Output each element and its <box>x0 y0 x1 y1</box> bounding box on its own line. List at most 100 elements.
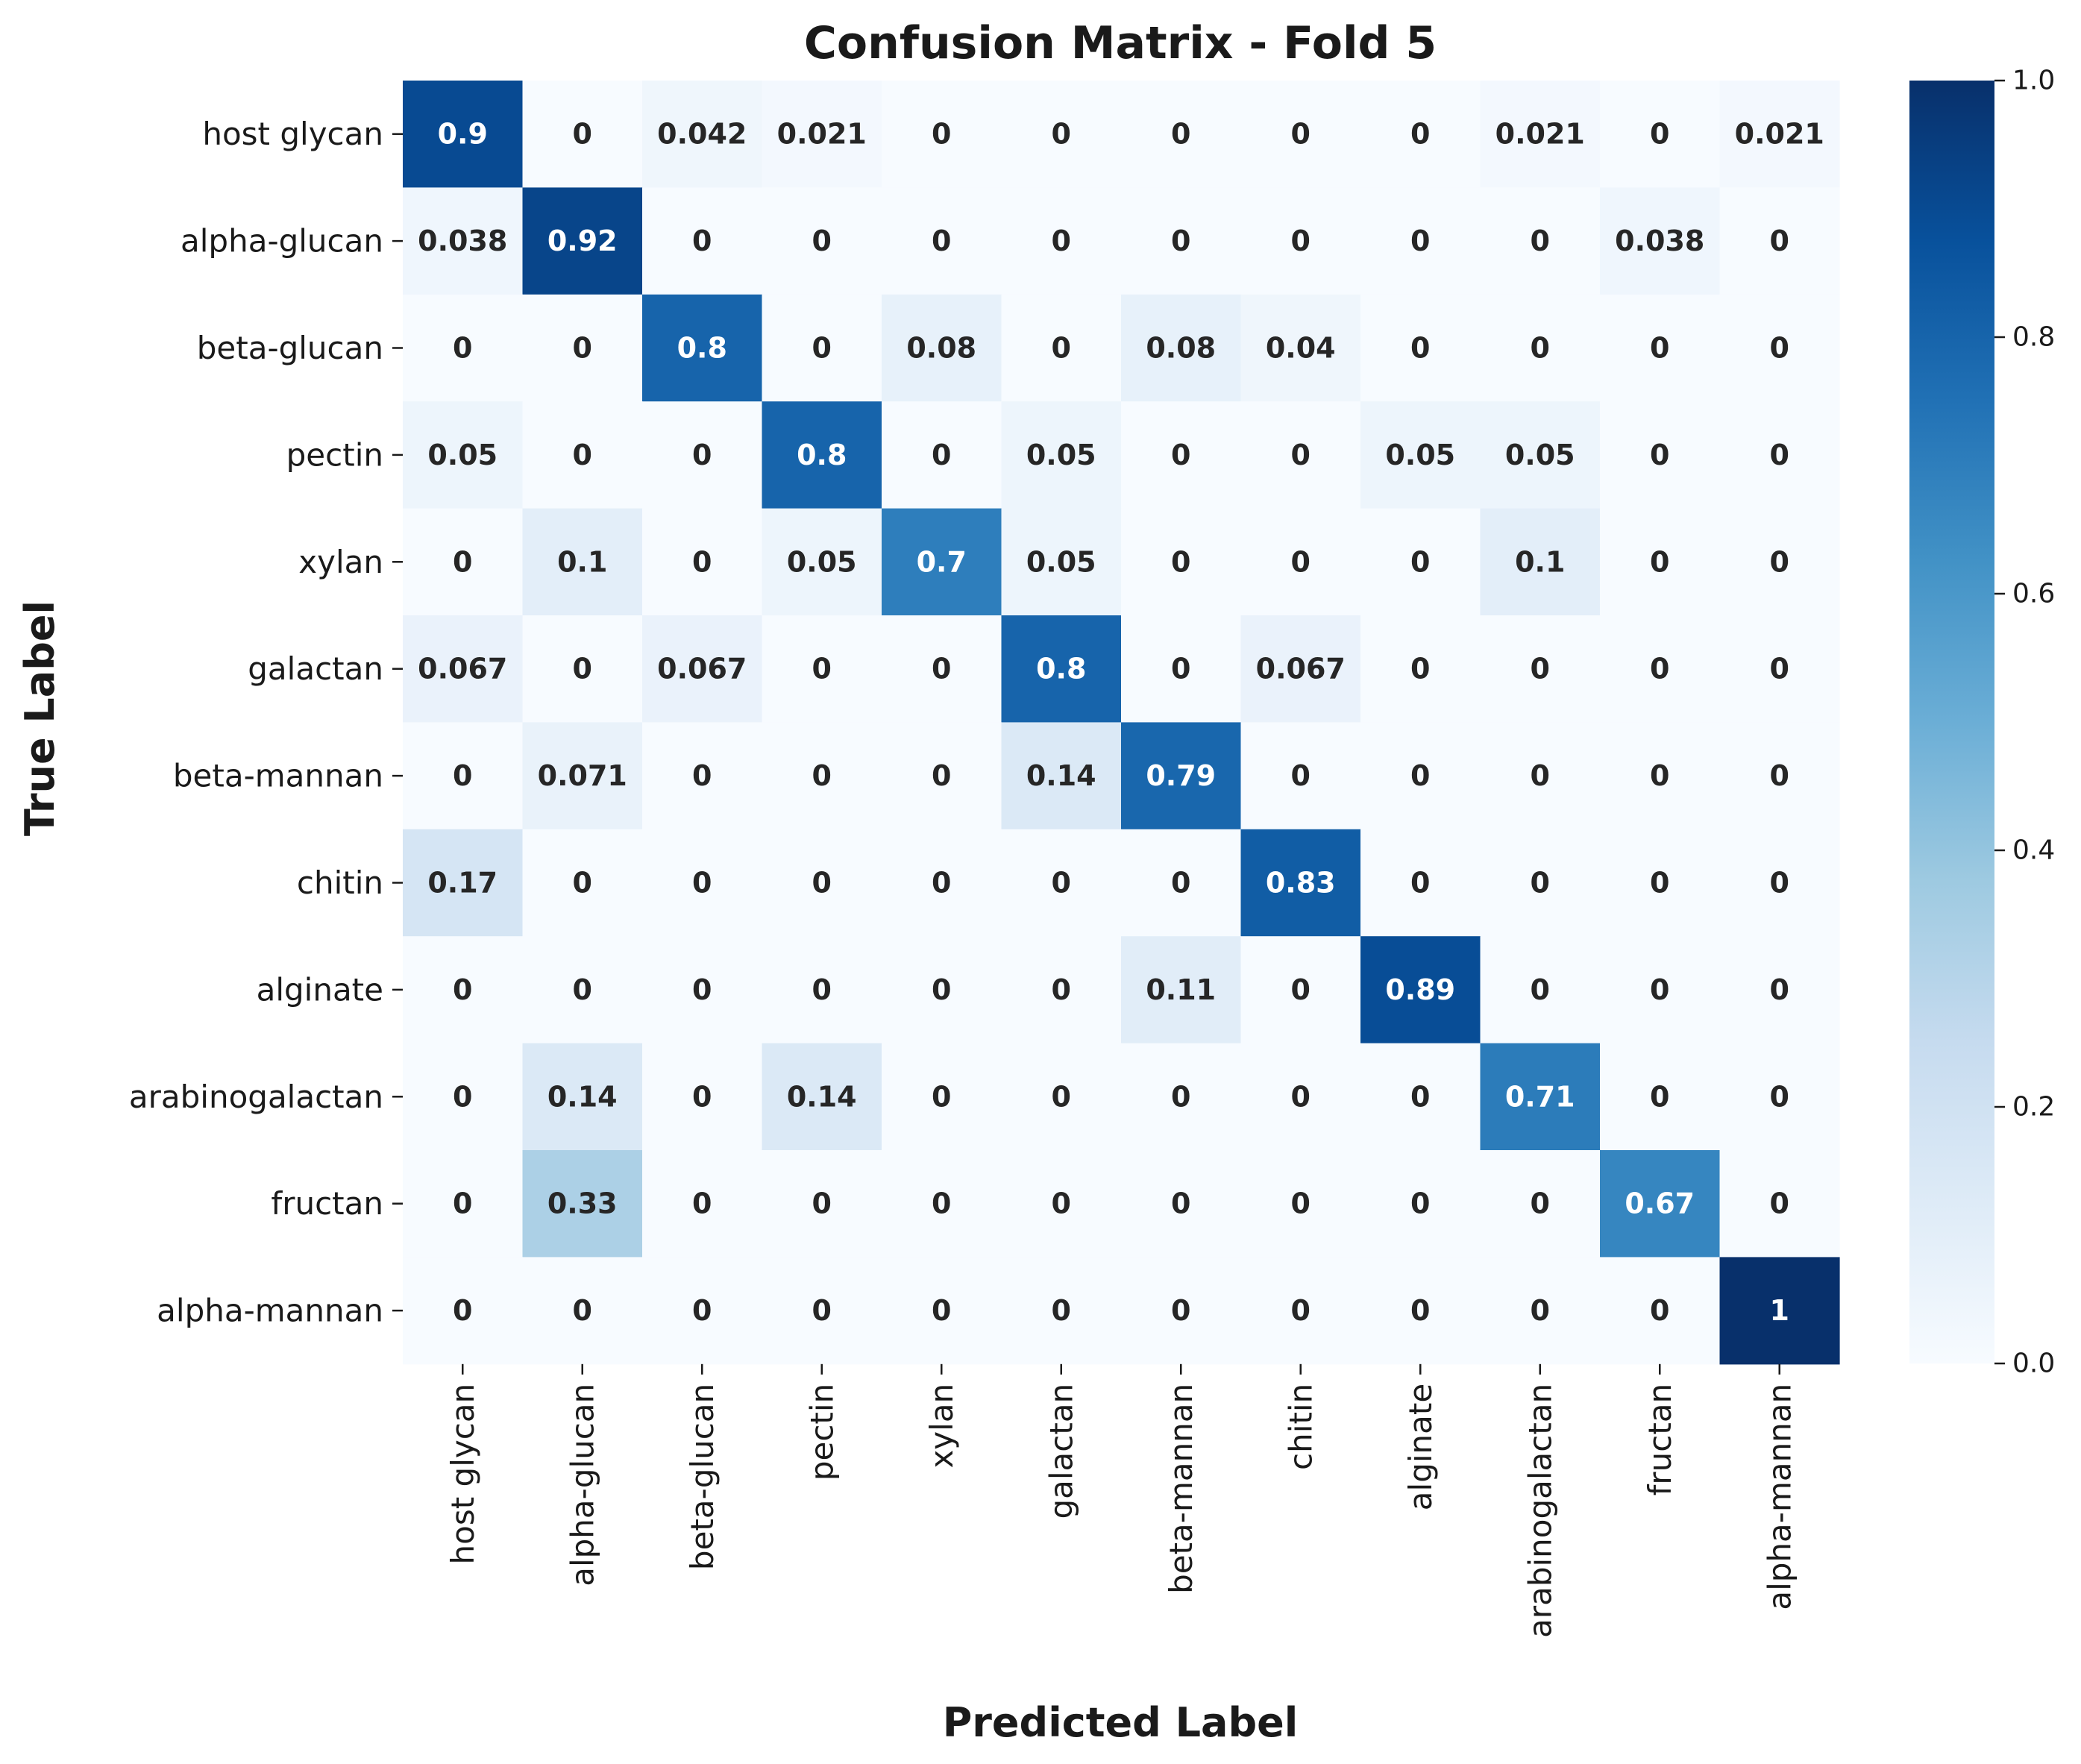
cell-value-label: 0 <box>1171 653 1190 685</box>
heatmap-cell <box>1001 936 1122 1044</box>
x-axis-ticks: host glycan alpha-glucan beta-glucan pectin… <box>445 1363 1798 1638</box>
y-tick-label: alpha-glucan <box>181 223 383 260</box>
cell-value-label: 0 <box>453 332 472 365</box>
heatmap-cell <box>1480 508 1601 616</box>
x-tick-label: beta-mannan <box>1163 1384 1199 1594</box>
heatmap-cell <box>1240 1257 1361 1365</box>
cell-value-label: 0 <box>1052 1294 1071 1327</box>
cell-value-label: 0 <box>692 759 712 792</box>
heatmap-cell <box>1001 294 1122 402</box>
cell-value-label: 0 <box>1410 867 1430 900</box>
heatmap-cell <box>522 722 643 830</box>
cell-value-label: 0 <box>1650 867 1669 900</box>
cell-value-label: 0 <box>1291 225 1311 257</box>
heatmap-cell <box>882 81 1002 188</box>
y-tick-label: pectin <box>286 436 383 473</box>
heatmap-cell <box>522 81 643 188</box>
cell-value-label: 0 <box>932 973 951 1006</box>
y-tick-label: arabinogalactan <box>129 1079 383 1115</box>
heatmap-cell <box>522 615 643 723</box>
cell-value-label: 0 <box>1052 1187 1071 1220</box>
cell-value-label: 0 <box>1291 1080 1311 1113</box>
heatmap-cell <box>1360 829 1481 937</box>
cell-value-label: 0 <box>1770 332 1789 365</box>
cell-value-label: 0.17 <box>427 867 498 900</box>
heatmap-cell <box>403 508 524 616</box>
heatmap-cell <box>642 508 763 616</box>
cell-value-label: 0 <box>573 1294 592 1327</box>
heatmap-cell <box>1360 1043 1481 1151</box>
cell-value-label: 0 <box>1291 118 1311 151</box>
y-tick-label: chitin <box>297 864 383 901</box>
y-tick-label: beta-glucan <box>197 330 383 366</box>
cell-value-label: 0.067 <box>1256 653 1346 685</box>
heatmap-cell <box>882 936 1002 1044</box>
cell-value-label: 0 <box>1171 545 1190 578</box>
heatmap-cell <box>1480 1043 1601 1151</box>
cell-value-label: 0 <box>573 867 592 900</box>
heatmap-cell <box>642 401 763 509</box>
heatmap-cell <box>1719 294 1840 402</box>
heatmap-cell <box>1360 187 1481 295</box>
heatmap-cell <box>762 615 882 723</box>
heatmap-cell <box>403 936 524 1044</box>
x-tick-label: fructan <box>1642 1384 1678 1496</box>
heatmap-cell <box>1121 508 1242 616</box>
cell-value-label: 0 <box>812 973 832 1006</box>
cell-value-label: 0.038 <box>1615 225 1704 257</box>
cell-value-label: 0 <box>812 653 832 685</box>
heatmap-cell <box>1600 508 1721 616</box>
cell-value-label: 0 <box>453 973 472 1006</box>
cell-value-label: 0.14 <box>547 1080 618 1113</box>
heatmap-cell <box>762 294 882 402</box>
cell-value-label: 0 <box>812 225 832 257</box>
cell-value-label: 0.05 <box>1026 545 1096 578</box>
colorbar-tick-label: 0.4 <box>2012 835 2055 866</box>
cell-value-label: 0 <box>1770 653 1789 685</box>
heatmap-cell <box>1600 401 1721 509</box>
cell-value-label: 0.14 <box>1026 759 1096 792</box>
heatmap-cell <box>882 829 1002 937</box>
heatmap-cell <box>1480 722 1601 830</box>
heatmap-cell <box>403 1043 524 1151</box>
cell-value-label: 0 <box>573 118 592 151</box>
cell-value-label: 0.92 <box>547 225 618 257</box>
cell-value-label: 0 <box>692 1080 712 1113</box>
cell-value-label: 0 <box>1171 867 1190 900</box>
heatmap-cell <box>1600 1257 1721 1365</box>
cell-value-label: 0 <box>573 653 592 685</box>
cell-value-label: 0 <box>1650 1294 1669 1327</box>
x-tick-label: galactan <box>1043 1384 1079 1519</box>
heatmap-cell <box>1719 81 1840 188</box>
colorbar-ticks: 0.0 0.2 0.4 0.6 0.8 1.0 <box>1994 66 2055 1379</box>
heatmap-cell <box>403 294 524 402</box>
y-axis-label: True Label <box>16 600 63 836</box>
cell-value-label: 0 <box>932 867 951 900</box>
y-tick-label: alginate <box>257 971 383 1008</box>
heatmap-cell <box>642 936 763 1044</box>
heatmap-cell <box>1121 615 1242 723</box>
cell-value-label: 0 <box>1650 118 1669 151</box>
cell-value-label: 0 <box>1531 867 1550 900</box>
heatmap-cell <box>403 829 524 937</box>
heatmap-cell <box>1001 722 1122 830</box>
heatmap-cell <box>1600 829 1721 937</box>
cell-value-label: 0 <box>453 545 472 578</box>
cell-value-label: 0 <box>1531 759 1550 792</box>
cell-value-label: 0.042 <box>657 118 747 151</box>
cell-value-label: 0 <box>1410 332 1430 365</box>
heatmap-cell <box>882 508 1002 616</box>
heatmap-cell <box>1480 936 1601 1044</box>
cell-value-label: 0 <box>1410 545 1430 578</box>
y-tick-label: xylan <box>298 544 383 580</box>
cell-value-label: 0 <box>1171 225 1190 257</box>
cell-value-label: 0 <box>1531 1187 1550 1220</box>
heatmap-cell <box>1360 722 1481 830</box>
y-axis-ticks: host glycan alpha-glucan beta-glucan pectin… <box>129 116 403 1329</box>
cell-value-label: 0 <box>1650 653 1669 685</box>
heatmap-cell <box>882 1150 1002 1258</box>
colorbar: 0.0 0.2 0.4 0.6 0.8 1.0 <box>1909 66 2055 1379</box>
cell-value-label: 0 <box>932 118 951 151</box>
x-tick-label: alginate <box>1402 1384 1439 1510</box>
cell-value-label: 0 <box>1171 1294 1190 1327</box>
